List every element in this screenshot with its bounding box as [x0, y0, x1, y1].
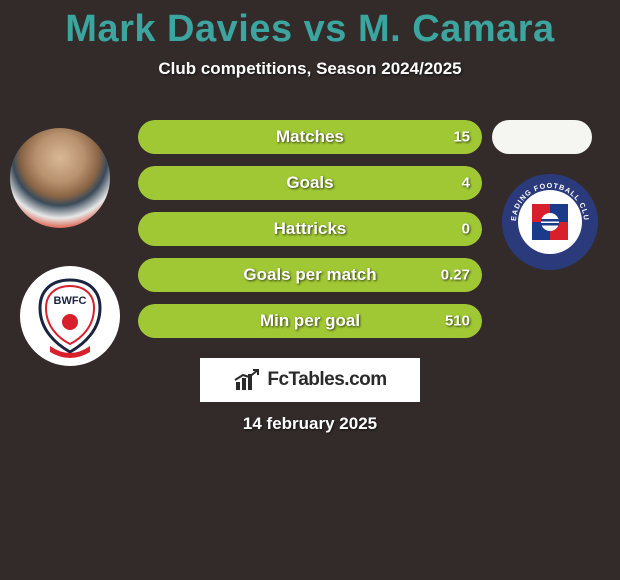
- title-player2: M. Camara: [358, 8, 555, 50]
- svg-text:BWFC: BWFC: [54, 295, 87, 307]
- title-vs: vs: [304, 8, 347, 50]
- stat-value-right: 0: [462, 221, 470, 238]
- stat-row-goals: Goals 4: [138, 166, 482, 200]
- stat-value-right: 15: [453, 129, 470, 146]
- page-title: Mark Davies vs M. Camara: [0, 0, 620, 51]
- subtitle: Club competitions, Season 2024/2025: [0, 59, 620, 79]
- stat-row-hattricks: Hattricks 0: [138, 212, 482, 246]
- footer-logo-text: FcTables.com: [267, 369, 386, 391]
- stats-area: Matches 15 Goals 4 Hattricks 0 Goals per…: [138, 120, 482, 350]
- player2-photo: [492, 120, 592, 154]
- stat-label: Min per goal: [260, 311, 360, 331]
- player1-photo-placeholder: [10, 128, 110, 228]
- stat-row-min-per-goal: Min per goal 510: [138, 304, 482, 338]
- stat-value-right: 510: [445, 313, 470, 330]
- stat-value-right: 0.27: [441, 267, 470, 284]
- stat-label: Hattricks: [274, 219, 347, 239]
- stat-value-right: 4: [462, 175, 470, 192]
- stat-row-goals-per-match: Goals per match 0.27: [138, 258, 482, 292]
- club2-badge: READING FOOTBALL CLUB EST. 1871: [500, 172, 600, 272]
- footer-logo: FcTables.com: [200, 358, 420, 402]
- footer-date: 14 february 2025: [243, 414, 377, 434]
- title-player1: Mark Davies: [65, 8, 292, 50]
- stat-row-matches: Matches 15: [138, 120, 482, 154]
- club2-badge-svg: READING FOOTBALL CLUB EST. 1871: [500, 172, 600, 272]
- stat-label: Goals: [286, 173, 333, 193]
- player1-photo: [10, 128, 110, 228]
- club1-badge: BWFC: [20, 266, 120, 366]
- stat-label: Matches: [276, 127, 344, 147]
- chart-icon: [233, 368, 261, 392]
- stat-label: Goals per match: [243, 265, 376, 285]
- club1-badge-svg: BWFC: [28, 274, 112, 358]
